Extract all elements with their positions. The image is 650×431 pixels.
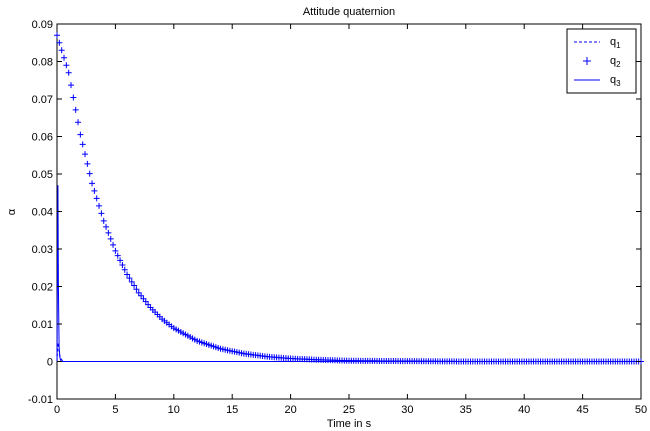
data-point: [117, 257, 124, 264]
x-tick-label: 40: [518, 404, 530, 416]
legend-box: [566, 28, 637, 94]
ticks-layer: 0 5 10 15 20 25 30 35 40 45 50-0.0100.010.020.030.…: [28, 19, 647, 416]
y-tick-1: 0: [47, 357, 641, 369]
x-axis-label: Time in s: [327, 418, 372, 430]
data-point: [79, 141, 86, 148]
y-tick-10: 0.09: [32, 19, 641, 31]
data-point: [84, 160, 91, 167]
data-point: [103, 223, 110, 230]
y-tick-7: 0.06: [32, 132, 641, 144]
data-point: [128, 278, 135, 285]
x-tick-10: 50: [635, 24, 647, 416]
series-layer: [54, 32, 644, 365]
x-tick-7: 35: [460, 24, 472, 416]
data-point: [105, 229, 112, 236]
x-tick-label: 20: [284, 404, 296, 416]
y-tick-9: 0.08: [32, 57, 641, 69]
data-point: [65, 69, 72, 76]
axes-box: [56, 23, 642, 400]
data-point: [114, 252, 121, 259]
data-point: [56, 39, 63, 46]
data-point: [93, 195, 100, 202]
data-point: [131, 282, 138, 289]
y-tick-4: 0.03: [32, 244, 641, 256]
data-point: [126, 275, 133, 282]
x-tick-9: 45: [576, 24, 589, 416]
x-tick-label: 10: [168, 404, 180, 416]
legend-item-q3: q3: [574, 74, 621, 88]
data-point: [96, 202, 103, 209]
x-tick-8: 40: [518, 24, 530, 416]
legend-swatch: [583, 57, 591, 65]
legend-item-q2: q2: [583, 55, 621, 69]
x-tick-1: 5: [112, 24, 118, 416]
data-point: [133, 286, 140, 293]
data-point: [121, 266, 128, 273]
x-tick-label: 50: [635, 404, 647, 416]
y-tick-label: -0.01: [28, 394, 53, 406]
legend-label: q2: [610, 55, 621, 69]
x-tick-label: 5: [112, 404, 118, 416]
x-tick-label: 25: [343, 404, 355, 416]
y-tick-6: 0.05: [32, 169, 641, 181]
y-tick-label: 0: [47, 357, 53, 369]
x-tick-label: 15: [226, 404, 238, 416]
x-tick-label: 35: [460, 404, 472, 416]
data-point: [58, 47, 65, 54]
data-point: [68, 82, 75, 89]
y-tick-label: 0.06: [32, 132, 53, 144]
legend-label: q3: [610, 74, 621, 88]
x-tick-label: 45: [576, 404, 588, 416]
x-tick-label: 30: [401, 404, 413, 416]
y-tick-3: 0.02: [32, 282, 641, 294]
legend: q1 q2 q3: [566, 28, 637, 94]
y-tick-label: 0.02: [32, 282, 53, 294]
x-tick-2: 10: [168, 24, 180, 416]
y-tick-8: 0.07: [32, 94, 641, 106]
y-tick-label: 0.03: [32, 244, 53, 256]
y-tick-5: 0.04: [32, 207, 641, 219]
x-tick-4: 20: [284, 24, 297, 416]
data-point: [124, 271, 131, 278]
y-tick-label: 0.09: [32, 19, 53, 31]
data-point: [75, 119, 82, 126]
data-point: [91, 187, 98, 194]
y-tick-0: -0.01: [28, 394, 641, 406]
data-point: [70, 94, 77, 101]
data-point: [107, 235, 114, 242]
data-point: [54, 32, 60, 39]
x-tick-3: 15: [226, 24, 238, 416]
data-point: [82, 151, 89, 158]
data-point: [119, 262, 126, 269]
y-tick-label: 0.04: [32, 207, 53, 219]
data-point: [77, 131, 84, 138]
series-line-q3: [56, 185, 641, 362]
y-tick-label: 0.01: [32, 319, 53, 331]
y-tick-label: 0.08: [32, 57, 53, 69]
data-point: [98, 210, 105, 217]
data-point: [100, 217, 107, 224]
data-point: [61, 54, 68, 61]
y-axis-label: α: [6, 208, 18, 215]
data-point: [86, 170, 93, 177]
chart-title: Attitude quaternion: [303, 6, 395, 18]
x-tick-6: 30: [401, 24, 414, 416]
x-tick-5: 25: [343, 24, 355, 416]
y-tick-2: 0.01: [32, 319, 641, 331]
series-q3: [56, 185, 641, 362]
data-point: [89, 180, 96, 187]
y-tick-label: 0.07: [32, 94, 53, 106]
data-point: [112, 247, 119, 254]
x-tick-0: 0: [54, 24, 60, 416]
y-tick-label: 0.05: [32, 169, 53, 181]
legend-label: q1: [610, 36, 621, 50]
data-point: [72, 106, 79, 113]
data-point: [63, 62, 70, 69]
data-point: [110, 241, 117, 248]
legend-item-q1: q1: [574, 36, 621, 50]
x-tick-label: 0: [54, 404, 60, 416]
